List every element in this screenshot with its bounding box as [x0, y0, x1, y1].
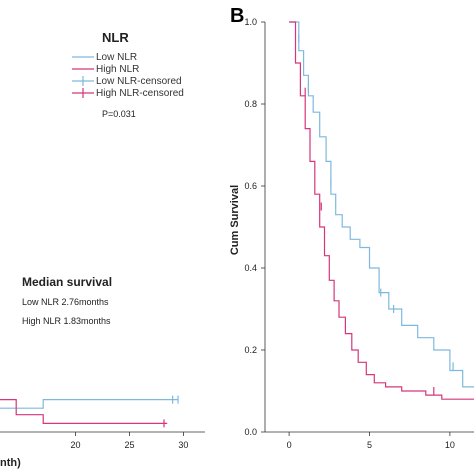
legend-entry-high: High NLR	[72, 64, 139, 75]
x-tick-label: 25	[124, 440, 134, 450]
p-value: P=0.031	[102, 109, 136, 119]
legend-entry-low-censored: Low NLR-censored	[72, 76, 182, 87]
panel-a-plot: 20 25 30	[0, 395, 205, 450]
series-line-low	[0, 399, 178, 409]
x-tick-label: 5	[367, 440, 372, 450]
y-tick-label: 0.4	[244, 263, 257, 273]
y-tick-label: 0.8	[244, 99, 257, 109]
legend-label-high: High NLR	[96, 64, 139, 75]
median-survival-high: High NLR 1.83months	[22, 316, 111, 326]
x-tick-label: 30	[178, 440, 188, 450]
legend-label-high-censored: High NLR-censored	[96, 88, 184, 99]
panel-b-plot: 0.0 0.2 0.4 0.6 0.8 1.0 0 5 10	[244, 17, 474, 450]
series-line-high	[0, 399, 168, 424]
median-survival-low: Low NLR 2.76months	[22, 297, 109, 307]
x-tick-label: 20	[71, 440, 81, 450]
y-tick-label: 1.0	[244, 17, 257, 27]
legend-entry-high-censored: High NLR-censored	[72, 88, 184, 99]
series-line-high	[289, 21, 474, 400]
legend-label-low-censored: Low NLR-censored	[96, 76, 182, 87]
x-tick-label: 0	[287, 440, 292, 450]
y-tick-label: 0.0	[244, 427, 257, 437]
median-survival-title: Median survival	[22, 275, 112, 289]
legend-label-low: Low NLR	[96, 52, 137, 63]
legend-entry-low: Low NLR	[72, 52, 137, 63]
y-tick-label: 0.2	[244, 345, 257, 355]
series-line-low	[289, 21, 474, 388]
x-tick-label: 10	[445, 440, 455, 450]
panel-b-ylabel: Cum Survival	[229, 185, 241, 255]
panel-b-label: B	[230, 5, 244, 27]
panel-a-xlabel-fragment: nth)	[0, 457, 21, 469]
y-tick-label: 0.6	[244, 181, 257, 191]
legend-title: NLR	[102, 30, 129, 45]
